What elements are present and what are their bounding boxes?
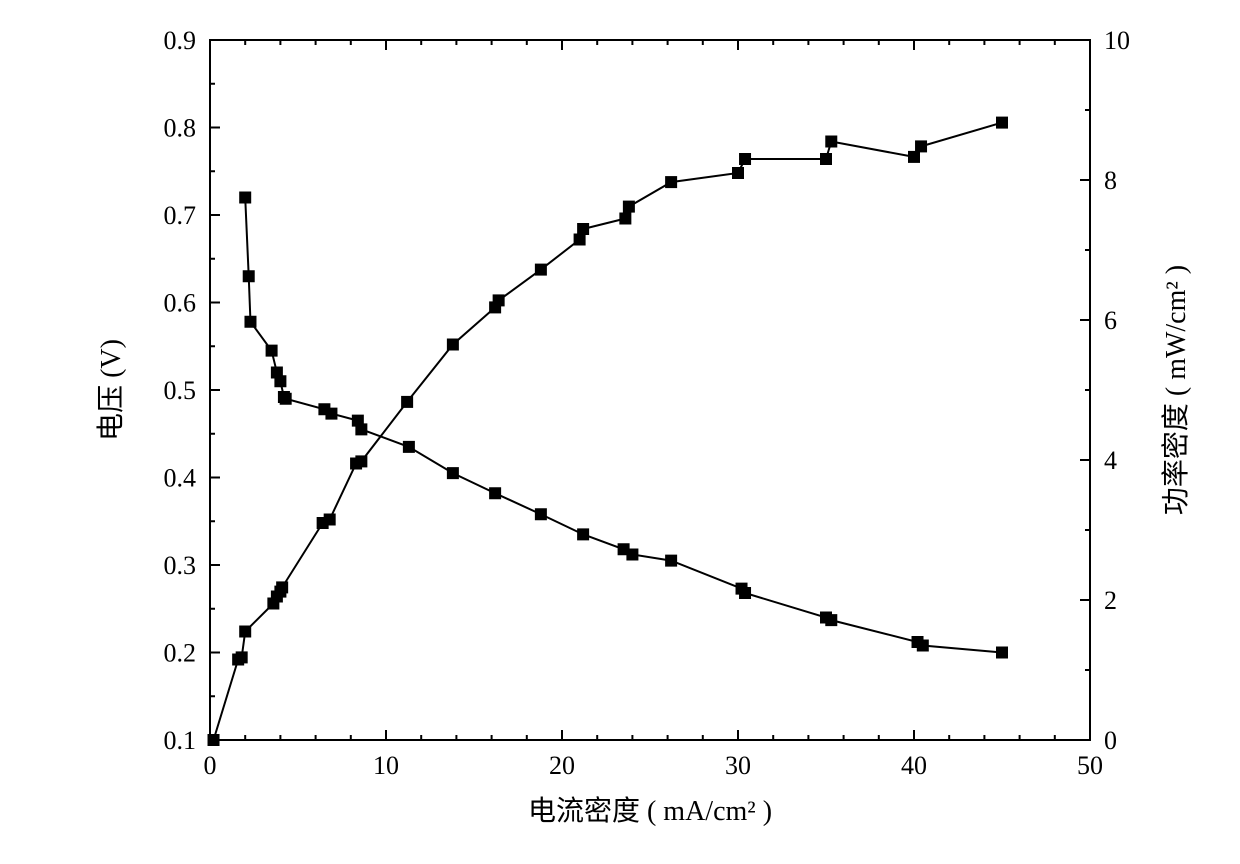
y-left-tick-label: 0.5	[164, 376, 197, 405]
power-series-marker	[355, 455, 367, 467]
chart-svg: 0 10 20 30 40 50 0.1 0.2 0.3 0.4 0.5 0.6 0.7 0.8 0.9 0 2…	[0, 0, 1240, 864]
power-series-marker	[208, 734, 220, 746]
y-left-tick-label: 0.1	[164, 726, 197, 755]
power-series-marker	[996, 117, 1008, 129]
power-series-marker	[401, 396, 413, 408]
y-right-tick-label: 6	[1104, 306, 1117, 335]
y-right-tick-label: 8	[1104, 166, 1117, 195]
voltage-series-marker	[996, 647, 1008, 659]
voltage-series-marker	[280, 393, 292, 405]
y-left-tick-label: 0.6	[164, 289, 197, 318]
y-left-tick-label: 0.9	[164, 26, 197, 55]
x-axis-label: 电流密度 ( mA/cm² )	[528, 795, 772, 827]
power-series-marker	[493, 294, 505, 306]
power-series-marker	[574, 234, 586, 246]
power-series-marker	[908, 151, 920, 163]
voltage-series-marker	[274, 375, 286, 387]
voltage-series-marker	[535, 508, 547, 520]
power-series-marker	[577, 223, 589, 235]
power-series-marker	[239, 626, 251, 638]
voltage-series-marker	[266, 345, 278, 357]
x-tick-label: 50	[1077, 751, 1103, 780]
y-right-tick-label: 4	[1104, 446, 1117, 475]
power-series-marker	[623, 201, 635, 213]
voltage-series-marker	[577, 528, 589, 540]
voltage-series-marker	[665, 555, 677, 567]
y-left-tick-label: 0.4	[164, 464, 197, 493]
voltage-series-marker	[355, 423, 367, 435]
x-tick-label: 20	[549, 751, 575, 780]
power-series-marker	[732, 167, 744, 179]
x-tick-label: 10	[373, 751, 399, 780]
voltage-series-marker	[447, 467, 459, 479]
y-left-tick-label: 0.7	[164, 201, 197, 230]
power-series-marker	[825, 136, 837, 148]
power-series-marker	[820, 153, 832, 165]
x-tick-label: 30	[725, 751, 751, 780]
power-series-marker	[619, 213, 631, 225]
voltage-series-marker	[489, 487, 501, 499]
power-series-marker	[665, 176, 677, 188]
voltage-series-marker	[403, 441, 415, 453]
power-series-marker	[447, 339, 459, 351]
voltage-series-marker	[917, 640, 929, 652]
y-right-axis-label: 功率密度 ( mW/cm² )	[1160, 265, 1192, 515]
y-right-tick-label: 2	[1104, 586, 1117, 615]
y-right-tick-label: 10	[1104, 26, 1130, 55]
power-series-marker	[276, 581, 288, 593]
power-series-line	[214, 123, 1002, 740]
x-tick-label: 40	[901, 751, 927, 780]
y-left-tick-label: 0.2	[164, 639, 197, 668]
power-series-marker	[739, 153, 751, 165]
y-left-tick-label: 0.8	[164, 114, 197, 143]
voltage-series-marker	[626, 549, 638, 561]
x-tick-label: 0	[204, 751, 217, 780]
y-right-tick-label: 0	[1104, 726, 1117, 755]
voltage-series-marker	[739, 587, 751, 599]
voltage-series-marker	[325, 408, 337, 420]
y-left-axis-label: 电压 (V)	[95, 339, 127, 441]
power-series-marker	[535, 264, 547, 276]
power-series-marker	[324, 514, 336, 526]
power-series-marker	[915, 140, 927, 152]
power-series-marker	[236, 651, 248, 663]
voltage-series-marker	[243, 270, 255, 282]
y-left-tick-label: 0.3	[164, 551, 197, 580]
dual-axis-chart: 0 10 20 30 40 50 0.1 0.2 0.3 0.4 0.5 0.6 0.7 0.8 0.9 0 2…	[0, 0, 1240, 864]
voltage-series-marker	[239, 192, 251, 204]
voltage-series-marker	[825, 614, 837, 626]
voltage-series-marker	[244, 316, 256, 328]
